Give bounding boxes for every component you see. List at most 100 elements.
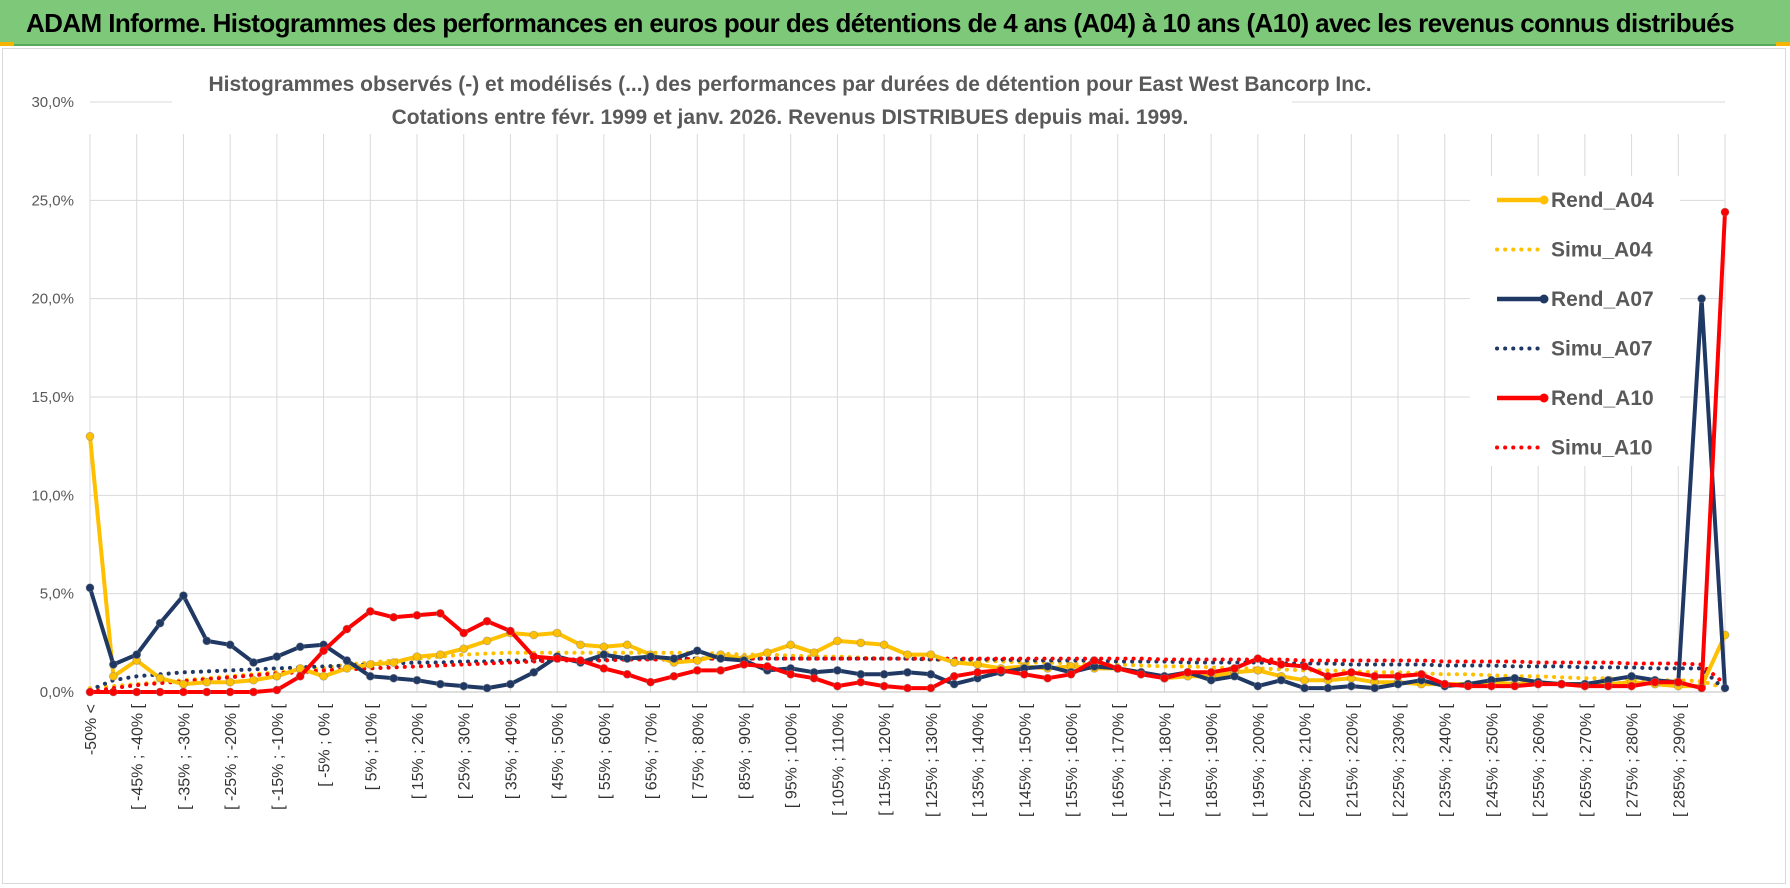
data-point — [435, 608, 445, 618]
x-tick-label: [ 215% ; 220% [ — [1344, 703, 1361, 817]
data-point — [529, 652, 539, 661]
data-point — [1253, 654, 1263, 663]
chart-frame — [2, 48, 1786, 884]
data-point — [1393, 679, 1403, 689]
data-point — [459, 644, 469, 654]
x-tick-label: [ 115% ; 120% [ — [877, 703, 894, 815]
legend-item-Rend_A10: Rend_A10 — [1497, 387, 1654, 410]
data-point — [1487, 681, 1496, 691]
x-tick-label: [ 155% ; 160% [ — [1064, 703, 1081, 817]
data-point — [1393, 671, 1403, 681]
x-tick-label: [ 105% ; 110% [ — [830, 703, 847, 815]
data-point — [926, 669, 936, 679]
data-point — [108, 660, 118, 669]
data-point — [1276, 675, 1286, 685]
data-point — [1510, 673, 1520, 683]
data-point — [1043, 662, 1053, 671]
x-tick-label: [ -45% ; -40% [ — [130, 703, 147, 809]
x-axis: -50% < [ -45% ; -40% [[ -35% ; -30% [[ -2… — [83, 691, 1725, 817]
x-tick-label: [ 285% ; 290% [ — [1671, 703, 1688, 817]
data-point — [622, 669, 632, 679]
page-title: ADAM Informe. Histogrammes des performan… — [26, 8, 1735, 38]
x-tick-label: [ 265% ; 270% [ — [1578, 703, 1595, 817]
data-point — [1697, 683, 1707, 693]
data-point — [1019, 669, 1029, 679]
x-tick-label: [ 75% ; 80% [ — [690, 703, 707, 799]
data-point — [973, 660, 982, 669]
x-tick-label: [ 255% ; 260% [ — [1531, 703, 1548, 817]
data-point — [412, 652, 422, 661]
data-point — [1370, 671, 1380, 681]
data-point — [389, 612, 399, 622]
data-point — [225, 640, 235, 650]
data-point — [552, 628, 562, 638]
data-point — [1300, 683, 1309, 693]
x-tick-label: -50% < — [83, 704, 100, 755]
data-point — [412, 610, 422, 620]
data-point — [342, 656, 352, 665]
data-point — [319, 646, 328, 656]
y-tick-label: 10,0% — [31, 487, 74, 504]
y-tick-label: 20,0% — [31, 291, 74, 308]
data-point — [435, 679, 445, 689]
data-point — [179, 687, 188, 697]
series-line — [88, 434, 1727, 689]
data-point — [295, 671, 305, 681]
data-point — [85, 687, 95, 697]
data-point — [1346, 667, 1356, 677]
data-point — [202, 636, 212, 646]
legend-item-Rend_A04: Rend_A04 — [1497, 189, 1654, 212]
legend-label: Rend_A10 — [1551, 387, 1654, 410]
data-point — [949, 658, 959, 667]
legend-item-Simu_A10: Simu_A10 — [1495, 437, 1653, 460]
data-point — [856, 638, 866, 648]
data-point — [646, 677, 655, 687]
data-point — [1650, 677, 1660, 687]
data-point — [225, 687, 235, 697]
data-point — [1276, 660, 1286, 669]
data-point — [319, 671, 328, 681]
data-point — [926, 650, 936, 660]
data-point — [202, 677, 212, 687]
x-tick-label: [ 165% ; 170% [ — [1111, 703, 1128, 817]
data-point — [155, 618, 165, 628]
data-point — [108, 671, 118, 681]
series-layer — [85, 207, 1730, 697]
data-point — [342, 664, 352, 673]
data-point — [599, 650, 609, 660]
data-point — [459, 681, 469, 691]
data-point — [1113, 664, 1123, 673]
data-point — [1463, 681, 1473, 691]
data-point — [506, 626, 515, 636]
data-point — [272, 685, 282, 695]
chart-title: Histogrammes observés (-) et modélisés (… — [208, 73, 1371, 96]
chart-subtitle: Cotations entre févr. 1999 et janv. 2026… — [392, 106, 1189, 129]
data-point — [1440, 679, 1450, 689]
data-point — [996, 665, 1006, 675]
data-point — [1160, 673, 1169, 683]
data-point — [1206, 667, 1216, 677]
x-tick-label: [ 135% ; 140% [ — [971, 703, 988, 817]
data-point — [856, 677, 866, 687]
data-point — [249, 658, 258, 667]
data-point — [1089, 656, 1099, 665]
data-point — [762, 662, 772, 671]
x-tick-label: [ 85% ; 90% [ — [737, 703, 754, 799]
data-point — [786, 669, 796, 679]
data-point — [669, 671, 679, 681]
data-point — [949, 671, 959, 681]
data-point — [132, 687, 142, 697]
legend-label: Rend_A04 — [1551, 189, 1654, 212]
data-point — [482, 616, 492, 626]
data-point — [1673, 677, 1683, 687]
data-point — [1300, 675, 1309, 685]
data-point — [1323, 683, 1333, 693]
data-point — [1323, 671, 1333, 681]
data-point — [365, 660, 375, 669]
data-point — [786, 640, 796, 650]
x-tick-label: [ 55% ; 60% [ — [597, 703, 614, 799]
data-point — [225, 677, 235, 687]
data-point — [1580, 681, 1590, 691]
x-tick-label: [ 65% ; 70% [ — [644, 703, 661, 799]
x-tick-label: [ -35% ; -30% [ — [176, 703, 193, 809]
